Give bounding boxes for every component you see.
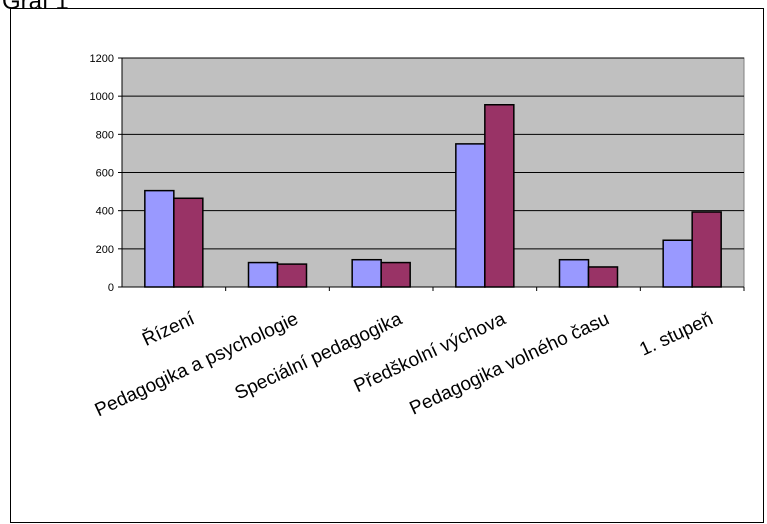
bar xyxy=(484,104,515,288)
y-tick-label: 600 xyxy=(96,168,114,180)
bar xyxy=(455,143,486,288)
bar xyxy=(558,258,590,288)
y-tick-label: 0 xyxy=(108,282,114,294)
x-category-label: Pedagogika volného času xyxy=(407,308,613,419)
bar xyxy=(276,263,308,288)
bar xyxy=(587,266,619,288)
y-tick-label: 1200 xyxy=(90,53,114,65)
bar xyxy=(173,197,204,288)
x-category-label: 1. stupeň xyxy=(637,308,717,360)
bar xyxy=(380,261,411,288)
y-tick-label: 800 xyxy=(96,129,114,141)
bar xyxy=(144,189,175,288)
chart-frame: 0 200 400 600 800 1000 1200 Řízení Pedagogika a … xyxy=(10,8,764,523)
x-category-label: Řízení xyxy=(139,307,199,350)
bar xyxy=(691,211,722,288)
y-tick-label: 200 xyxy=(96,244,114,256)
x-category-label: Speciální pedagogika xyxy=(232,308,406,404)
bar xyxy=(662,239,693,288)
y-tick-label: 1000 xyxy=(90,91,114,103)
bar xyxy=(351,258,382,288)
y-tick-label: 400 xyxy=(96,206,114,218)
bar xyxy=(247,261,279,288)
